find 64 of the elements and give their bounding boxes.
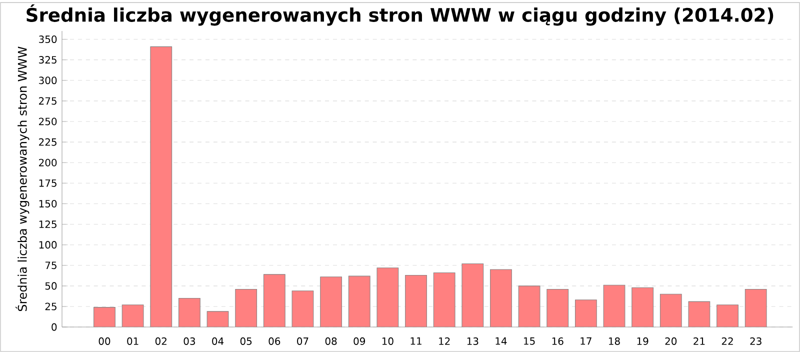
bar xyxy=(292,290,314,328)
y-tick-label: 275 xyxy=(39,97,56,105)
bar xyxy=(263,274,286,328)
y-tick-label: 350 xyxy=(39,35,57,44)
y-axis-title: Średnia liczba wygenerowanych stron WWW xyxy=(16,46,30,312)
x-tick-label: 07 xyxy=(297,337,308,345)
y-tick-label: 225 xyxy=(39,138,56,146)
x-tick-label: 13 xyxy=(467,337,478,345)
y-tick-label: 125 xyxy=(39,220,56,228)
bar xyxy=(320,276,342,328)
bar xyxy=(688,301,710,328)
x-tick-label: 00 xyxy=(98,337,110,345)
y-tick-label: 325 xyxy=(39,56,56,64)
bar xyxy=(405,274,427,328)
y-tick-label: 200 xyxy=(39,158,57,166)
bar xyxy=(462,263,484,328)
x-tick-label: 17 xyxy=(580,337,592,345)
bar xyxy=(518,286,540,328)
y-tick-label: 100 xyxy=(39,241,57,249)
y-tick-label: 0 xyxy=(52,323,57,331)
y-tick-label: 300 xyxy=(39,76,57,84)
bar xyxy=(574,300,597,328)
bar xyxy=(150,46,172,328)
y-tick-label: 25 xyxy=(45,302,56,310)
bar xyxy=(376,268,399,328)
bar xyxy=(546,288,569,328)
y-tick-label: 75 xyxy=(45,262,56,270)
x-tick-label: 15 xyxy=(524,337,535,345)
x-tick-label: 20 xyxy=(665,337,677,345)
x-tick-label: 12 xyxy=(439,337,450,345)
bar xyxy=(660,294,682,328)
bar xyxy=(433,272,456,328)
y-tick-label: 50 xyxy=(45,282,57,290)
y-tick-label: 175 xyxy=(39,179,56,187)
bar xyxy=(716,304,738,328)
bar xyxy=(178,298,200,328)
bar xyxy=(490,269,512,328)
bar xyxy=(348,276,370,328)
bar xyxy=(603,284,626,328)
x-tick-label: 18 xyxy=(609,337,620,345)
x-tick-label: 19 xyxy=(637,337,648,345)
x-tick-label: 06 xyxy=(268,337,280,345)
x-tick-label: 02 xyxy=(155,337,166,345)
bar xyxy=(744,288,767,328)
x-tick-label: 10 xyxy=(382,337,394,345)
x-tick-label: 16 xyxy=(552,337,564,345)
x-tick-label: 22 xyxy=(722,337,733,345)
bar xyxy=(122,304,144,328)
y-tick-label: 250 xyxy=(39,118,57,126)
x-tick-label: 21 xyxy=(694,337,705,345)
x-tick-label: 08 xyxy=(325,337,337,345)
bar xyxy=(632,287,654,328)
x-tick-label: 03 xyxy=(184,337,195,345)
x-tick-label: 01 xyxy=(127,337,138,345)
bar xyxy=(94,307,116,328)
bar xyxy=(235,288,258,328)
x-tick-label: 09 xyxy=(354,337,366,345)
y-tick-label: 150 xyxy=(39,200,57,208)
x-tick-label: 11 xyxy=(410,337,422,345)
x-tick-label: 14 xyxy=(496,337,507,345)
x-tick-label: 05 xyxy=(240,337,252,345)
x-tick-label: 04 xyxy=(212,337,224,345)
x-tick-label: 23 xyxy=(750,337,762,345)
chart-title: Średnia liczba wygenerowanych stron WWW w ciągu godziny (2014.02) xyxy=(26,4,774,26)
